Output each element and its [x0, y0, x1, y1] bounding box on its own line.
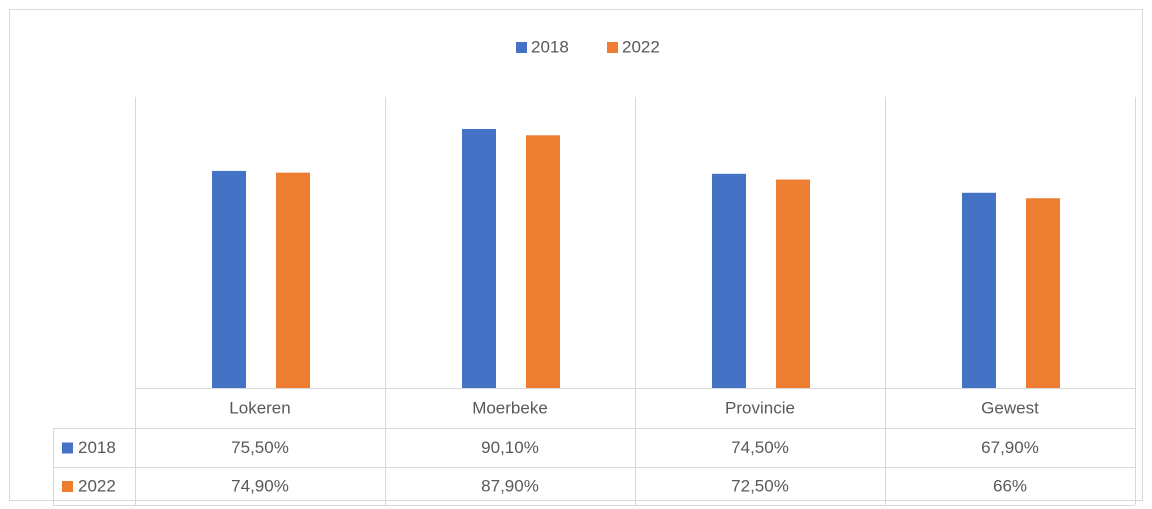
- bar: [276, 172, 310, 388]
- legend-label: 2018: [531, 37, 569, 56]
- x-tick-label: Lokeren: [229, 398, 290, 417]
- bar: [526, 135, 560, 388]
- bar: [212, 170, 246, 388]
- table-value: 90,10%: [481, 438, 539, 457]
- x-tick-label: Gewest: [981, 398, 1039, 417]
- bar: [1026, 198, 1060, 388]
- x-tick-label: Moerbeke: [472, 398, 548, 417]
- x-tick-label: Provincie: [725, 398, 795, 417]
- table-legend-swatch: [62, 481, 73, 492]
- table-legend-swatch: [62, 442, 73, 454]
- bar: [962, 192, 996, 388]
- table-value: 75,50%: [231, 438, 289, 457]
- legend-swatch: [607, 42, 618, 53]
- table-value: 74,50%: [731, 438, 789, 457]
- bar: [712, 173, 746, 388]
- bar: [462, 128, 496, 388]
- legend-swatch: [516, 42, 527, 53]
- table-value: 87,90%: [481, 476, 539, 495]
- table-series-label: 2022: [78, 476, 116, 495]
- bar: [776, 179, 810, 388]
- table-value: 72,50%: [731, 476, 789, 495]
- table-series-label: 2018: [78, 438, 116, 457]
- legend-label: 2022: [622, 37, 660, 56]
- table-value: 74,90%: [231, 476, 289, 495]
- table-value: 66%: [993, 476, 1027, 495]
- table-value: 67,90%: [981, 438, 1039, 457]
- chart-frame: [9, 9, 1143, 501]
